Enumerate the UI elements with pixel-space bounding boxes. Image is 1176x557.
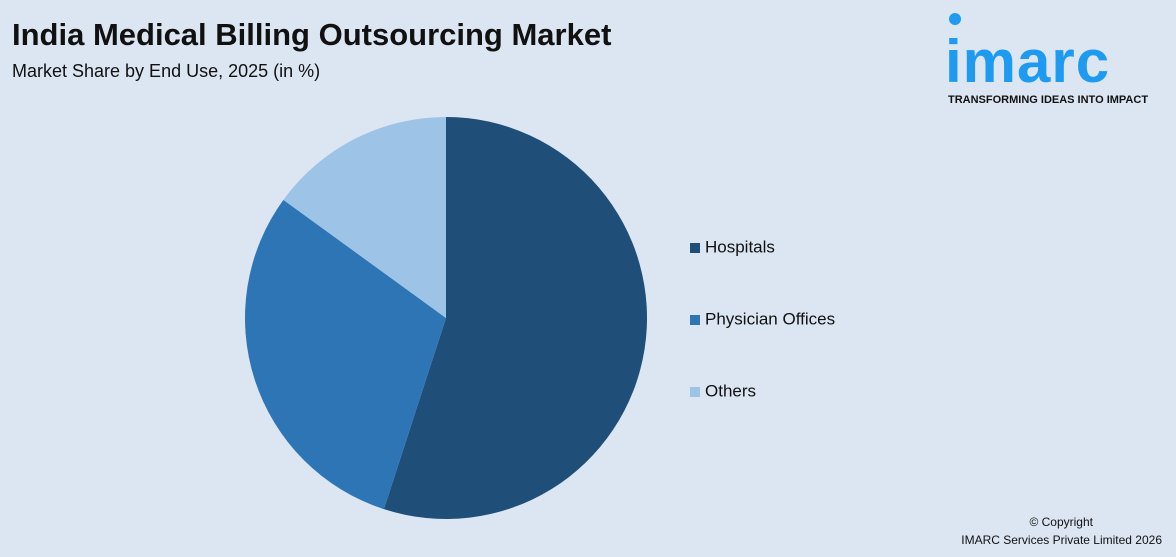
legend-swatch	[690, 243, 700, 253]
chart-subtitle: Market Share by End Use, 2025 (in %)	[12, 61, 320, 81]
pie-slice	[283, 117, 446, 318]
legend-label: Hospitals	[705, 237, 775, 256]
company: IMARC Services Private Limited 2026	[961, 533, 1162, 547]
legend-label: Physician Offices	[705, 309, 835, 328]
logo-tagline: TRANSFORMING IDEAS INTO IMPACT	[948, 94, 1148, 106]
logo-name: imarc	[945, 28, 1110, 95]
logo-dot	[949, 13, 961, 25]
pie-slice	[383, 117, 648, 520]
legend-swatch	[690, 387, 700, 397]
legend-label: Others	[705, 381, 756, 400]
chart-title: India Medical Billing Outsourcing Market	[12, 17, 611, 52]
copyright: © Copyright	[1029, 515, 1093, 529]
pie-slice	[244, 199, 446, 510]
legend-swatch	[690, 315, 700, 325]
